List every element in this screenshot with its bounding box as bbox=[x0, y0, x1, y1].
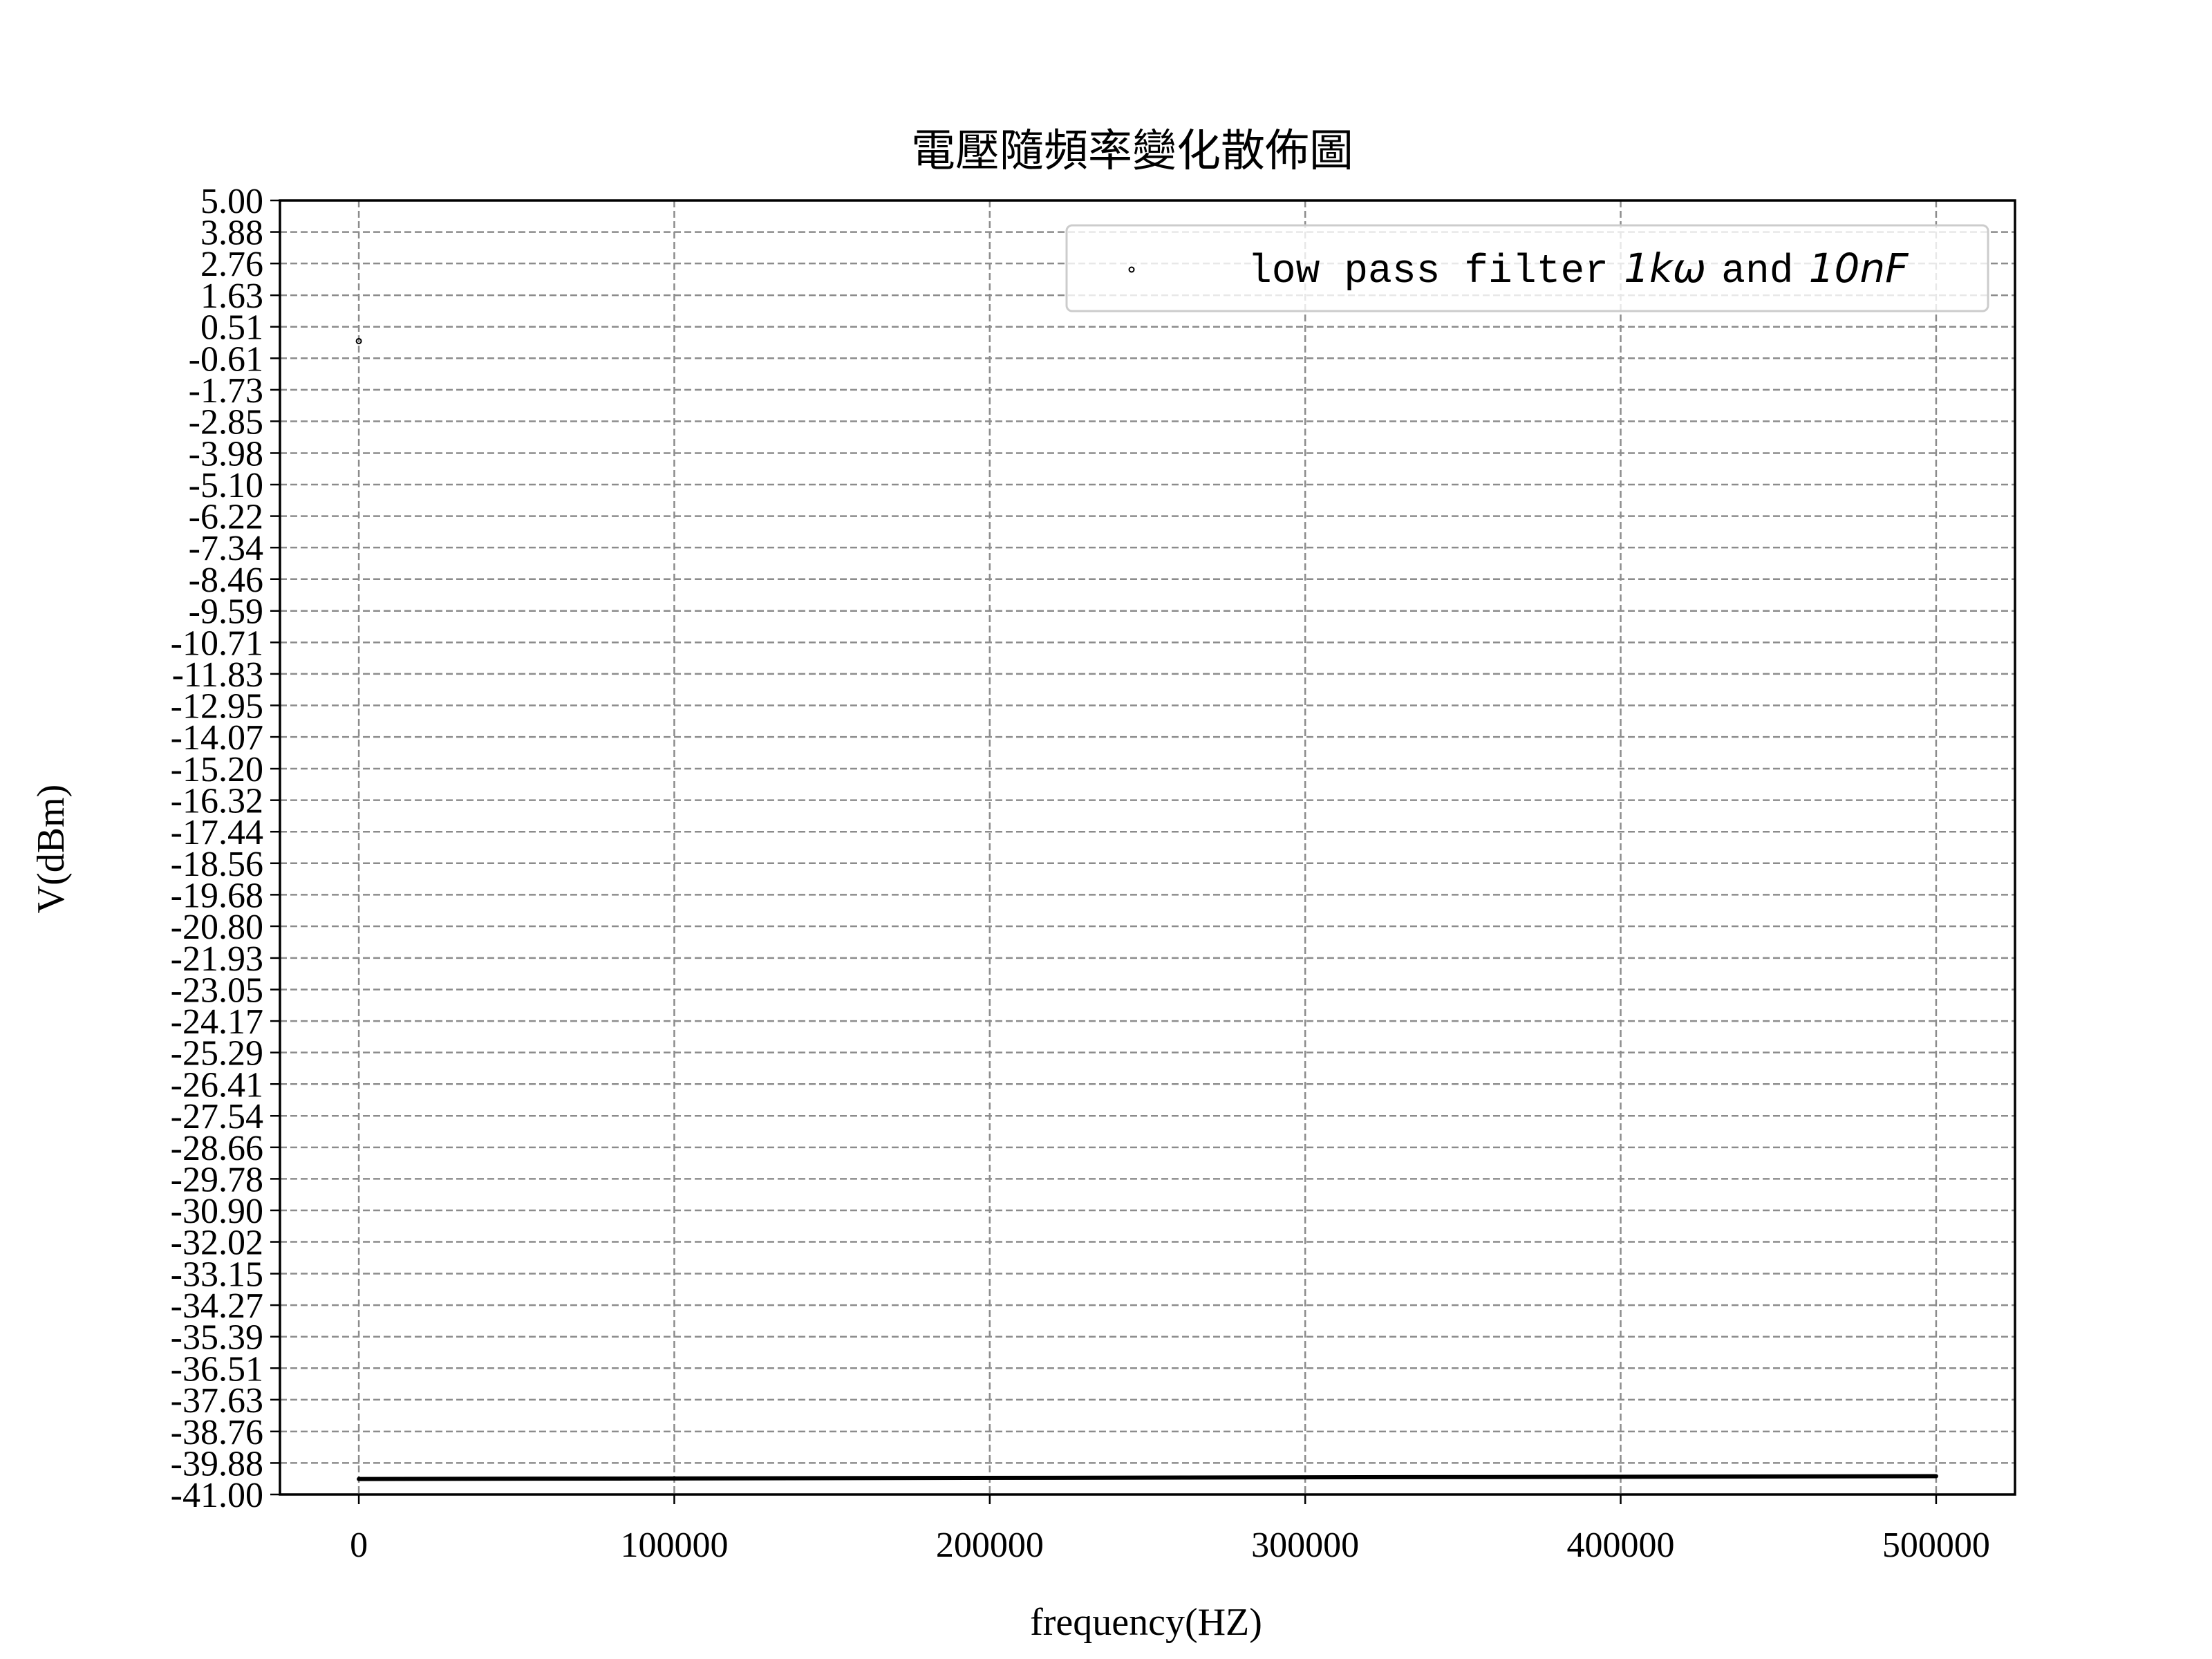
y-tick-label: -6.22 bbox=[189, 498, 263, 537]
y-tick-label: -30.90 bbox=[171, 1192, 263, 1231]
y-tick-label: -19.68 bbox=[171, 876, 263, 915]
y-tick-label: -1.73 bbox=[189, 371, 263, 411]
y-tick-label: -20.80 bbox=[171, 908, 263, 947]
x-tick-label: 300000 bbox=[1251, 1526, 1359, 1565]
y-tick-label: -32.02 bbox=[171, 1224, 263, 1263]
y-tick-label: 5.00 bbox=[200, 182, 263, 221]
y-tick-label: -16.32 bbox=[171, 782, 263, 821]
y-tick-label: -24.17 bbox=[171, 1002, 263, 1042]
y-tick-label: -21.93 bbox=[171, 939, 263, 979]
grid bbox=[280, 199, 2015, 1496]
y-tick-label: -14.07 bbox=[171, 718, 263, 758]
y-tick-label: -0.61 bbox=[189, 339, 263, 379]
data-points-dense-band bbox=[357, 1474, 1938, 1481]
y-tick-label: -26.41 bbox=[171, 1065, 263, 1105]
y-tick-label: -2.85 bbox=[189, 402, 263, 442]
y-tick-label: -33.15 bbox=[171, 1255, 263, 1295]
y-tick-label: -38.76 bbox=[171, 1413, 263, 1452]
y-tick-label: -39.88 bbox=[171, 1444, 263, 1483]
legend-marker bbox=[1128, 266, 1135, 273]
data-point bbox=[355, 337, 362, 344]
legend-and: and bbox=[1721, 250, 1793, 294]
x-tick-label: 200000 bbox=[936, 1526, 1044, 1565]
y-tick-label: -28.66 bbox=[171, 1129, 263, 1168]
x-axis-ticks: 0 100000 200000 300000 400000 500000 bbox=[350, 1494, 1990, 1565]
y-tick-label: -7.34 bbox=[189, 529, 263, 568]
y-tick-label: -29.78 bbox=[171, 1160, 263, 1199]
chart-title: 電壓隨頻率變化散佈圖 bbox=[911, 126, 1353, 177]
y-tick-label: -11.83 bbox=[172, 655, 263, 695]
legend-math-resistance: 1kω bbox=[1624, 245, 1706, 292]
y-tick-label: -3.98 bbox=[189, 434, 263, 474]
x-tick-label: 500000 bbox=[1882, 1526, 1990, 1565]
y-tick-label: -41.00 bbox=[171, 1476, 263, 1515]
legend-entry: low pass filter 1kω and 10nF bbox=[1248, 245, 1909, 294]
y-tick-label: -5.10 bbox=[189, 466, 263, 505]
y-tick-label: -23.05 bbox=[171, 971, 263, 1011]
y-tick-label: 3.88 bbox=[200, 214, 263, 253]
y-tick-label: -35.39 bbox=[171, 1318, 263, 1358]
x-tick-label: 400000 bbox=[1567, 1526, 1675, 1565]
legend-text: low pass filter bbox=[1248, 250, 1609, 294]
y-tick-label: 1.63 bbox=[200, 276, 263, 316]
y-axis-ticks: 5.003.882.761.630.51-0.61-1.73-2.85-3.98… bbox=[171, 182, 280, 1515]
x-tick-label: 100000 bbox=[620, 1526, 728, 1565]
y-tick-label: -9.59 bbox=[189, 592, 263, 632]
y-tick-label: -15.20 bbox=[171, 750, 263, 789]
y-tick-label: -27.54 bbox=[171, 1097, 263, 1136]
y-tick-label: 2.76 bbox=[200, 245, 263, 284]
y-tick-label: -17.44 bbox=[171, 813, 263, 852]
legend-math-capacitance: 10nF bbox=[1809, 245, 1910, 292]
y-tick-label: -37.63 bbox=[171, 1381, 263, 1421]
y-tick-label: -8.46 bbox=[189, 561, 263, 600]
y-tick-label: -36.51 bbox=[171, 1349, 263, 1389]
y-tick-label: -25.29 bbox=[171, 1034, 263, 1074]
x-axis-label: frequency(HZ) bbox=[1030, 1601, 1262, 1644]
legend-box bbox=[1065, 224, 1989, 312]
plot-area-frame bbox=[279, 199, 2016, 1496]
data-points bbox=[355, 337, 1938, 1481]
y-tick-label: -18.56 bbox=[171, 845, 263, 884]
y-tick-label: 0.51 bbox=[200, 308, 263, 348]
legend: low pass filter 1kω and 10nF bbox=[1065, 224, 1989, 312]
y-tick-label: -34.27 bbox=[171, 1286, 263, 1326]
y-axis-label: V(dBm) bbox=[30, 785, 73, 914]
y-tick-label: -12.95 bbox=[171, 686, 263, 726]
x-tick-label: 0 bbox=[350, 1526, 368, 1565]
y-tick-label: -10.71 bbox=[171, 624, 263, 663]
